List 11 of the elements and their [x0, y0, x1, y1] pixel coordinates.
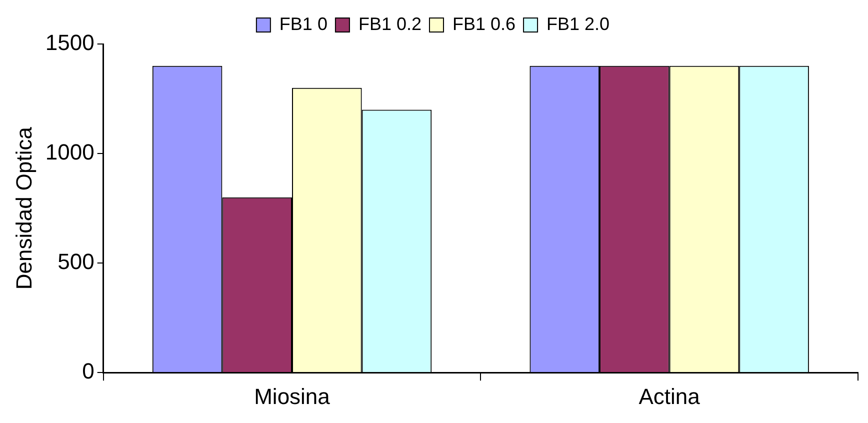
y-tick-label: 1500 — [45, 30, 94, 56]
legend-label: FB1 0.2 — [358, 14, 422, 34]
legend-label: FB1 2.0 — [546, 14, 610, 34]
y-tick-label: 0 — [82, 358, 94, 384]
x-tick-label: Actina — [638, 384, 701, 409]
legend-label: FB1 0.6 — [452, 14, 516, 34]
y-tick-label: 1000 — [45, 140, 94, 165]
x-tick-label: Miosina — [254, 384, 331, 409]
y-tick-label: 500 — [58, 249, 94, 274]
legend-label: FB1 0 — [279, 14, 328, 34]
y-axis-title: Densidad Optica — [11, 126, 36, 290]
